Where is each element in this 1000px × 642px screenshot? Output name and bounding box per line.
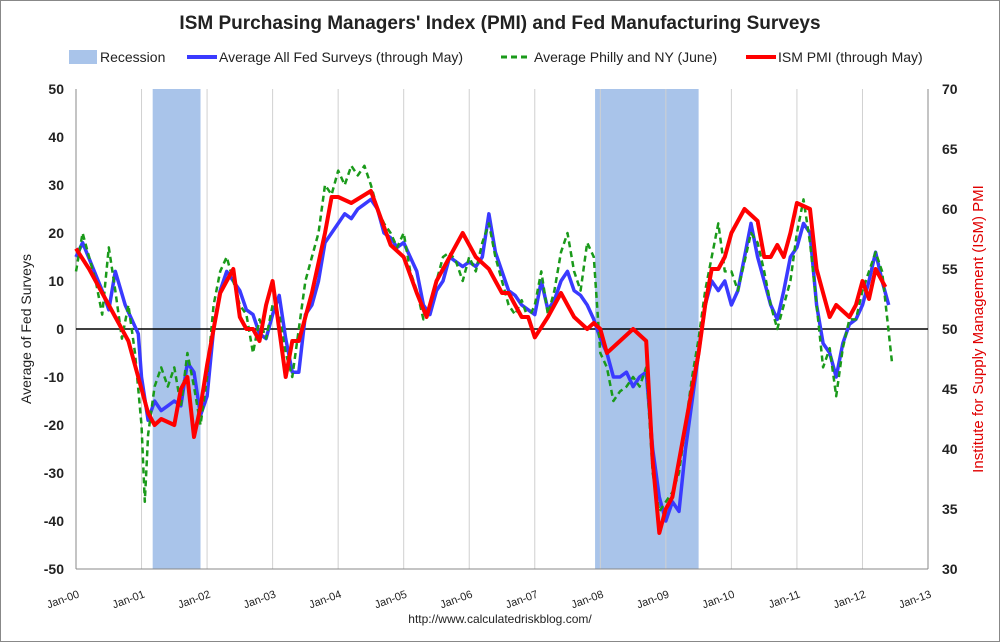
legend-label-fed: Average All Fed Surveys (through May) (219, 49, 463, 65)
x-tick-label: Jan-06 (439, 589, 475, 612)
x-tick-label: Jan-00 (45, 589, 81, 612)
legend: Recession Average All Fed Surveys (throu… (69, 49, 923, 65)
x-tick-label: Jan-12 (832, 589, 868, 612)
y2-tick-label: 30 (942, 561, 958, 577)
y2-tick-label: 40 (942, 441, 958, 457)
x-tick-label: Jan-04 (307, 589, 343, 612)
legend-label-ism: ISM PMI (through May) (778, 49, 923, 65)
y2-tick-label: 45 (942, 381, 958, 397)
x-tick-label: Jan-08 (570, 589, 606, 612)
y-tick-label: -30 (44, 465, 64, 481)
x-tick-label: Jan-09 (635, 589, 671, 612)
series-ism-line (74, 189, 888, 535)
y2-tick-label: 55 (942, 261, 958, 277)
y-tick-label: -10 (44, 369, 64, 385)
x-tick-label: Jan-11 (767, 589, 802, 612)
y-tick-label: 20 (48, 225, 64, 241)
y-tick-label: 40 (48, 129, 64, 145)
x-tick-label: Jan-10 (701, 589, 737, 612)
y-tick-label: -40 (44, 513, 64, 529)
y-tick-label: -20 (44, 417, 64, 433)
y2-axis-label: Institute for Supply Management (ISM) PM… (970, 185, 987, 473)
x-tick-label: Jan-03 (242, 589, 278, 612)
y2-tick-label: 60 (942, 201, 958, 217)
x-tick-label: Jan-01 (111, 589, 147, 612)
y-tick-label: 50 (48, 81, 64, 97)
legend-label-recession: Recession (100, 49, 165, 65)
x-tick-label: Jan-07 (504, 589, 540, 612)
legend-label-philly: Average Philly and NY (June) (534, 49, 717, 65)
y-tick-label: 0 (56, 321, 64, 337)
y-tick-label: -50 (44, 561, 64, 577)
x-tick-label: Jan-05 (373, 589, 409, 612)
x-tick-label: Jan-02 (176, 589, 212, 612)
x-tick-label: Jan-13 (897, 589, 933, 612)
y2-tick-label: 35 (942, 501, 958, 517)
y-tick-label: 10 (48, 273, 64, 289)
y2-tick-label: 50 (942, 321, 958, 337)
series-philly-line (74, 164, 894, 513)
chart-title: ISM Purchasing Managers' Index (PMI) and… (179, 13, 820, 34)
legend-swatch-recession (69, 50, 97, 64)
y-tick-label: 30 (48, 177, 64, 193)
y2-tick-label: 65 (942, 141, 958, 157)
y2-tick-label: 70 (942, 81, 958, 97)
y-axis-label: Average of Fed Surveys (18, 254, 34, 404)
source-credit: http://www.calculatedriskblog.com/ (408, 612, 592, 626)
